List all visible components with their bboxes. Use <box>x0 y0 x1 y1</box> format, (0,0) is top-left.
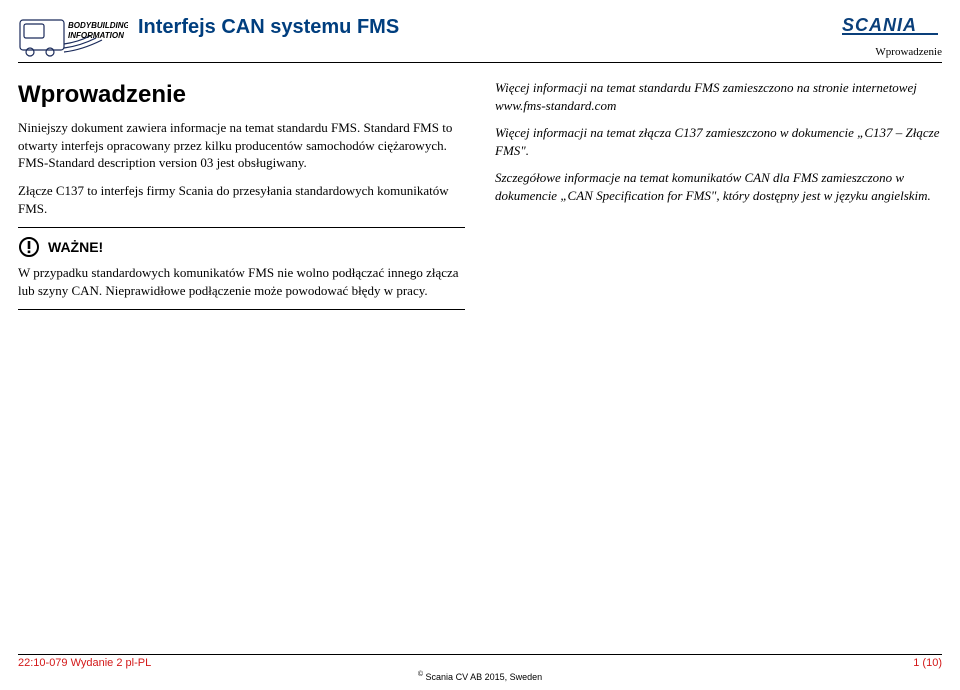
copyright-text: Scania CV AB 2015, Sweden <box>426 672 543 682</box>
footer-rule <box>18 654 942 655</box>
bodybuilding-info-logo: BODYBUILDING INFORMATION <box>18 14 128 58</box>
footer-right: 1 (10) <box>913 657 942 669</box>
right-paragraph-1: Więcej informacji na temat standardu FMS… <box>495 79 942 114</box>
content-columns: Wprowadzenie Niniejszy dokument zawiera … <box>18 79 942 310</box>
section-heading: Wprowadzenie <box>18 79 465 111</box>
right-paragraph-3: Szczegółowe informacje na temat komunika… <box>495 169 942 204</box>
svg-text:INFORMATION: INFORMATION <box>68 31 124 40</box>
footer-row: 22:10-079 Wydanie 2 pl-PL 1 (10) <box>18 657 942 669</box>
footer: 22:10-079 Wydanie 2 pl-PL 1 (10) © Scani… <box>18 654 942 682</box>
copyright: © Scania CV AB 2015, Sweden <box>18 671 942 682</box>
page: BODYBUILDING INFORMATION Interfejs CAN s… <box>0 0 960 690</box>
scania-logo: SCANIA <box>842 14 942 36</box>
right-column: Więcej informacji na temat standardu FMS… <box>495 79 942 310</box>
topbar-left: BODYBUILDING INFORMATION Interfejs CAN s… <box>18 14 399 58</box>
topbar-right: SCANIA Wprowadzenie <box>842 14 942 58</box>
warning-label: WAŻNE! <box>48 238 103 257</box>
svg-text:BODYBUILDING: BODYBUILDING <box>68 21 128 30</box>
right-paragraph-2: Więcej informacji na temat złącza C137 z… <box>495 124 942 159</box>
warn-rule-top <box>18 227 465 228</box>
warning-text: W przypadku standardowych komunikatów FM… <box>18 264 465 299</box>
warning-box: WAŻNE! <box>18 236 465 258</box>
header-rule <box>18 62 942 63</box>
warning-icon <box>18 236 40 258</box>
document-title: Interfejs CAN systemu FMS <box>138 16 399 39</box>
warn-rule-bottom <box>18 309 465 310</box>
svg-text:SCANIA: SCANIA <box>842 15 917 35</box>
left-column: Wprowadzenie Niniejszy dokument zawiera … <box>18 79 465 310</box>
breadcrumb-mini: Wprowadzenie <box>875 46 942 58</box>
topbar: BODYBUILDING INFORMATION Interfejs CAN s… <box>18 14 942 58</box>
left-paragraph-1: Niniejszy dokument zawiera informacje na… <box>18 119 465 172</box>
left-paragraph-2: Złącze C137 to interfejs firmy Scania do… <box>18 182 465 217</box>
copyright-symbol: © <box>418 671 423 678</box>
footer-left: 22:10-079 Wydanie 2 pl-PL <box>18 657 151 669</box>
